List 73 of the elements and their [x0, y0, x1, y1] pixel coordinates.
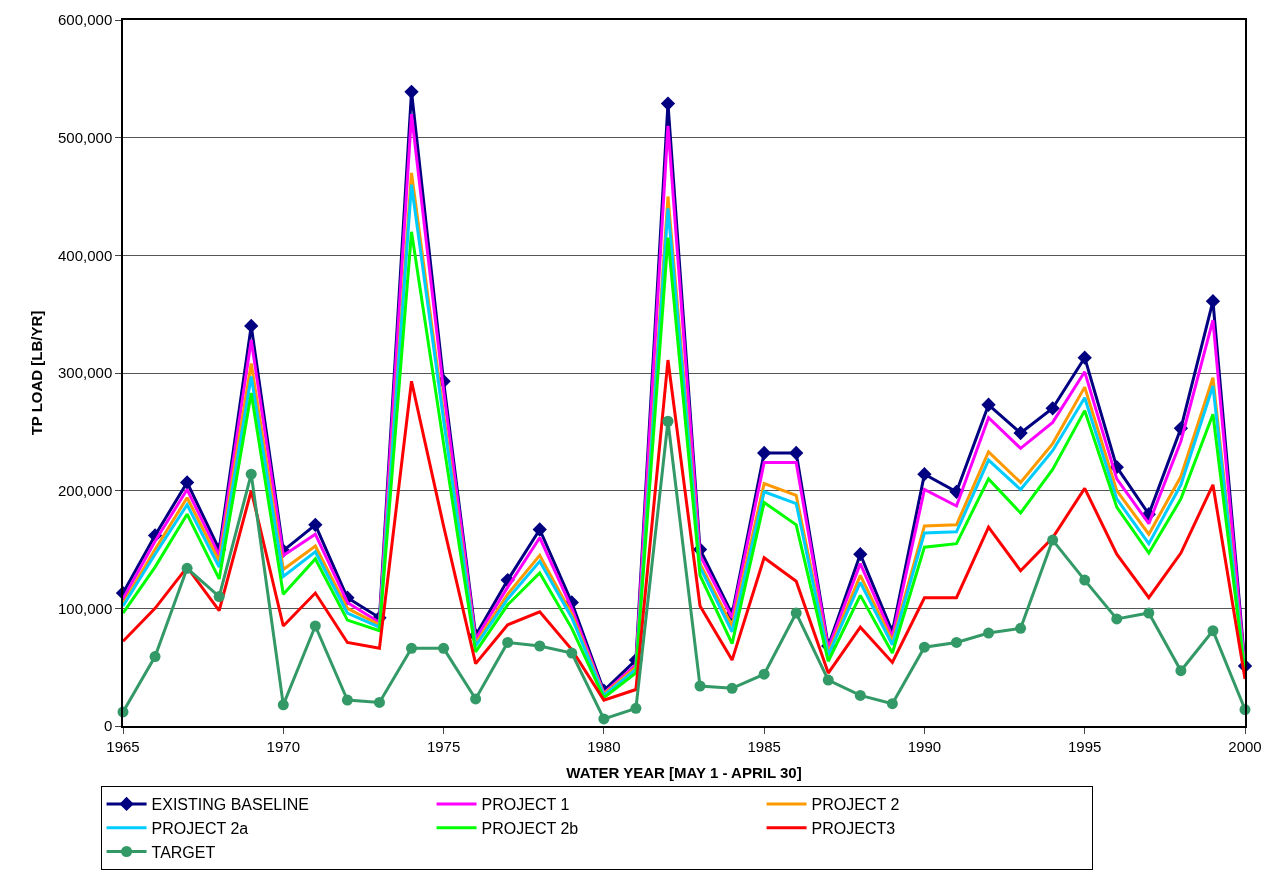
point: [406, 642, 418, 654]
point: [790, 607, 802, 619]
y-tick-label: 600,000: [58, 11, 113, 29]
point: [1045, 401, 1060, 416]
x-tick-label: 1990: [907, 737, 942, 755]
legend-label: PROJECT 2b: [481, 819, 579, 837]
point: [726, 682, 738, 694]
point: [1047, 534, 1059, 546]
point: [373, 696, 385, 708]
line-series: [123, 358, 1245, 702]
point: [149, 651, 161, 663]
point: [598, 713, 610, 725]
legend-label: PROJECT 2a: [151, 819, 249, 837]
point: [470, 693, 482, 705]
legend-label: PROJECT 1: [481, 796, 570, 814]
point: [918, 641, 930, 653]
point: [822, 674, 834, 686]
point: [981, 397, 996, 412]
y-tick-label: 200,000: [58, 481, 113, 499]
legend-label: PROJECT3: [811, 819, 896, 837]
y-tick-label: 500,000: [58, 128, 113, 146]
point: [181, 562, 193, 574]
x-axis-title: WATER YEAR [MAY 1 - APRIL 30]: [566, 764, 802, 782]
y-tick-label: 300,000: [58, 364, 113, 382]
x-tick-label: 1965: [106, 737, 140, 755]
point: [917, 467, 932, 482]
point: [532, 522, 547, 537]
x-tick-label: 1995: [1068, 737, 1102, 755]
point: [534, 640, 546, 652]
point: [983, 627, 995, 639]
point: [950, 636, 962, 648]
point: [1015, 622, 1027, 634]
point: [756, 445, 772, 461]
point: [404, 84, 419, 99]
point: [1205, 294, 1221, 309]
point: [277, 699, 289, 711]
x-tick-label: 1985: [747, 737, 781, 755]
point: [566, 647, 578, 659]
point: [789, 445, 804, 461]
legend-label: PROJECT 2: [811, 796, 900, 814]
x-tick-label: 1975: [426, 737, 461, 755]
point: [502, 636, 514, 648]
point: [245, 468, 257, 480]
point: [1077, 350, 1092, 365]
legend-label: EXISTING BASELINE: [151, 796, 309, 814]
point: [758, 668, 770, 680]
point: [309, 620, 321, 632]
point: [308, 517, 323, 532]
point: [438, 642, 450, 654]
y-tick-label: 400,000: [58, 246, 113, 264]
point: [1175, 665, 1187, 677]
point: [662, 415, 674, 427]
point: [341, 694, 353, 706]
point: [213, 591, 225, 603]
point: [1013, 425, 1028, 441]
point: [630, 702, 642, 714]
legend-label: TARGET: [151, 843, 216, 861]
y-tick-label: 100,000: [58, 599, 113, 617]
point: [1207, 625, 1219, 637]
x-tick-label: 1980: [587, 737, 621, 755]
point: [1111, 613, 1123, 625]
point: [1143, 607, 1155, 619]
point: [1079, 574, 1091, 586]
y-tick-label: 0: [103, 717, 113, 735]
point: [854, 689, 866, 701]
y-axis-title: TP LOAD [LB/YR]: [27, 310, 45, 436]
point: [853, 547, 868, 562]
point: [886, 698, 898, 710]
point: [660, 96, 676, 111]
point: [179, 475, 195, 490]
point: [694, 680, 706, 692]
x-tick-label: 2000: [1228, 737, 1262, 755]
x-tick-label: 1970: [266, 737, 300, 755]
